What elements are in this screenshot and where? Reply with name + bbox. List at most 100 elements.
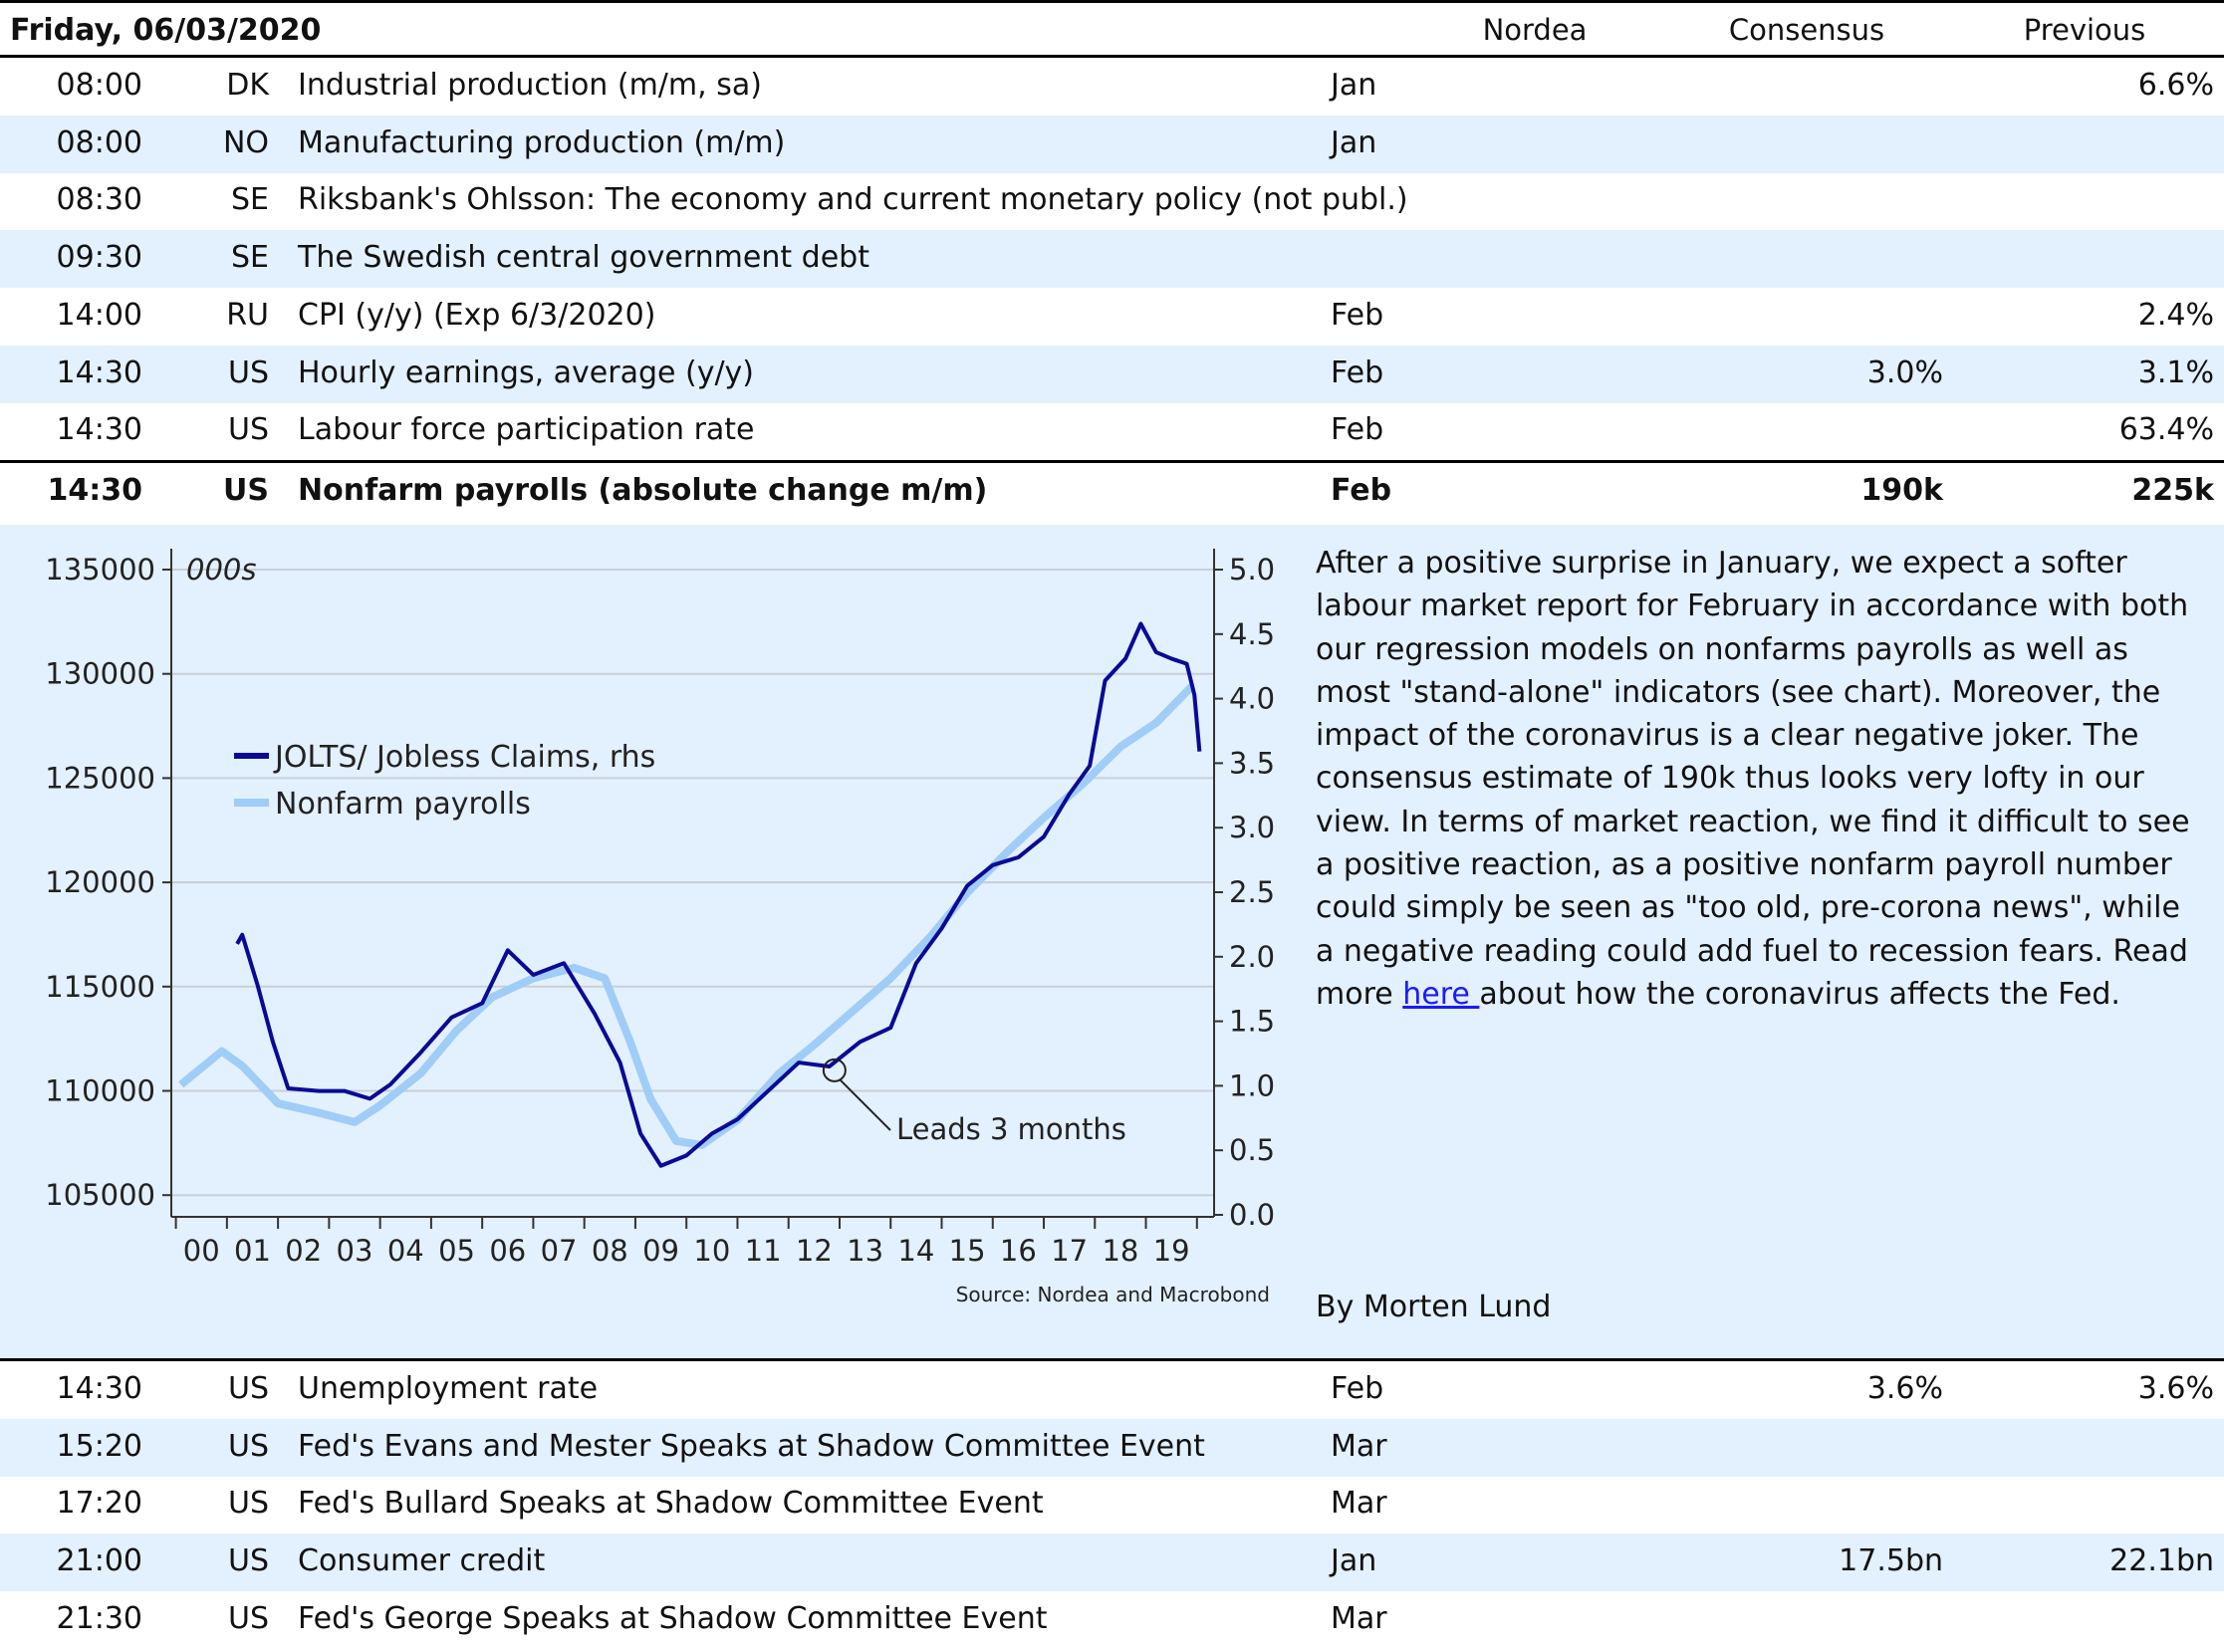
- legend-label-jolts: JOLTS/ Jobless Claims, rhs: [273, 740, 655, 775]
- event-period: Mar: [1331, 1428, 1387, 1464]
- event-time: 08:30: [56, 182, 142, 218]
- event-row: 21:00 US Consumer credit Jan 17.5bn 22.1bn: [0, 1534, 2224, 1592]
- event-country: US: [227, 1371, 269, 1406]
- event-period: Jan: [1331, 1543, 1377, 1579]
- event-previous: 3.1%: [2137, 354, 2214, 390]
- calendar-date: Friday, 06/03/2020: [10, 13, 322, 48]
- x-tick-label: 02: [285, 1234, 322, 1268]
- event-period: Feb: [1331, 473, 1392, 508]
- event-time: 14:30: [47, 473, 143, 508]
- event-event: Fed's Evans and Mester Speaks at Shadow …: [298, 1428, 1205, 1464]
- event-country: US: [227, 354, 269, 390]
- y-left-tick-label: 130000: [45, 657, 155, 691]
- annotation-label: Leads 3 months: [896, 1112, 1126, 1146]
- event-period: Jan: [1331, 124, 1377, 160]
- event-event: CPI (y/y) (Exp 6/3/2020): [298, 297, 656, 333]
- commentary-tail: about how the coronavirus affects the Fe…: [1479, 976, 2120, 1012]
- chart-source: Source: Nordea and Macrobond: [956, 1283, 1270, 1306]
- y-left-tick-label: 105000: [45, 1178, 155, 1212]
- event-row: 15:20 US Fed's Evans and Mester Speaks at …: [0, 1418, 2224, 1477]
- x-tick-label: 18: [1102, 1234, 1138, 1268]
- event-row: 09:30 SE The Swedish central government de…: [0, 230, 2224, 289]
- x-tick-label: 14: [897, 1234, 934, 1268]
- event-row: 08:30 SE Riksbank's Ohlsson: The economy a…: [0, 172, 2224, 230]
- x-tick-label: 10: [693, 1234, 730, 1268]
- event-country: SE: [231, 240, 269, 276]
- annotation-pointer: [840, 1079, 891, 1131]
- column-nordea: Nordea: [1482, 13, 1588, 47]
- event-event: Labour force participation rate: [298, 412, 755, 448]
- event-time: 14:30: [56, 412, 142, 448]
- event-consensus: 17.5bn: [1839, 1543, 1943, 1579]
- event-event: Manufacturing production (m/m): [298, 124, 786, 160]
- event-time: 14:00: [56, 297, 142, 333]
- event-row: 14:30 US Unemployment rate Feb 3.6% 3.6%: [0, 1361, 2224, 1419]
- x-tick-label: 07: [541, 1234, 578, 1268]
- event-country: US: [223, 473, 269, 508]
- event-time: 08:00: [56, 68, 142, 103]
- event-country: NO: [222, 124, 269, 160]
- x-tick-label: 13: [847, 1234, 883, 1268]
- event-country: US: [227, 1543, 269, 1579]
- commentary-body: After a positive surprise in January, we…: [1316, 546, 2190, 1012]
- event-period: Feb: [1331, 1371, 1384, 1406]
- x-tick-label: 15: [949, 1234, 986, 1268]
- top-rule: [0, 0, 2224, 3]
- y-left-tick-label: 110000: [45, 1074, 155, 1108]
- commentary-link[interactable]: here: [1402, 976, 1480, 1012]
- y-right-tick-label: 3.0: [1229, 811, 1275, 844]
- section-divider: [0, 460, 2224, 463]
- event-row: 14:30 US Hourly earnings, average (y/y) Feb…: [0, 345, 2224, 403]
- event-previous: 2.4%: [2137, 297, 2214, 333]
- event-event: Unemployment rate: [298, 1371, 599, 1406]
- y-right-tick-label: 0.0: [1229, 1198, 1275, 1232]
- y-left-tick-label: 135000: [45, 553, 155, 587]
- event-row: 21:30 US Fed's George Speaks at Shadow Com…: [0, 1591, 2224, 1649]
- x-tick-label: 19: [1153, 1234, 1190, 1268]
- event-event: Consumer credit: [298, 1543, 546, 1579]
- event-previous: 225k: [2131, 473, 2214, 508]
- event-row: 08:00 NO Manufacturing production (m/m) Jan: [0, 115, 2224, 173]
- event-time: 21:00: [56, 1543, 142, 1579]
- column-consensus: Consensus: [1728, 13, 1885, 47]
- nonfarm-panel: [0, 525, 2224, 1358]
- section-divider: [0, 1358, 2224, 1361]
- event-country: SE: [231, 182, 269, 218]
- y-right-tick-label: 5.0: [1229, 553, 1275, 587]
- event-country: US: [227, 1486, 269, 1522]
- event-consensus: 190k: [1860, 473, 1943, 508]
- event-time: 14:30: [56, 1371, 142, 1406]
- event-row: 14:30 US Labour force participation rate Fe…: [0, 402, 2224, 460]
- event-country: US: [227, 1428, 269, 1464]
- author: By Morten Lund: [1316, 1290, 1552, 1324]
- event-event: Hourly earnings, average (y/y): [298, 354, 755, 390]
- event-row: 17:20 US Fed's Bullard Speaks at Shadow Co…: [0, 1476, 2224, 1534]
- event-period: Jan: [1331, 68, 1377, 103]
- event-row: 14:00 RU CPI (y/y) (Exp 6/3/2020) Feb 2.4%: [0, 288, 2224, 346]
- event-time: 09:30: [56, 240, 142, 276]
- annotation-circle: [822, 1058, 847, 1082]
- y-right-tick-label: 3.5: [1229, 746, 1275, 780]
- event-row: 08:00 DK Industrial production (m/m, sa) Ja…: [0, 58, 2224, 116]
- event-time: 14:30: [56, 354, 142, 390]
- event-country: RU: [226, 297, 269, 333]
- event-period: Mar: [1331, 1600, 1387, 1636]
- event-country: US: [227, 1600, 269, 1636]
- x-tick-label: 06: [489, 1234, 526, 1268]
- y-right-tick-label: 4.5: [1229, 617, 1275, 651]
- x-tick-label: 08: [592, 1234, 628, 1268]
- y-left-tick-label: 120000: [45, 865, 155, 899]
- event-event: Industrial production (m/m, sa): [298, 68, 762, 103]
- y-right-tick-label: 2.5: [1229, 875, 1275, 909]
- event-period: Feb: [1331, 297, 1384, 333]
- x-tick-label: 03: [337, 1234, 373, 1268]
- event-event: Riksbank's Ohlsson: The economy and curr…: [298, 182, 1408, 218]
- event-event: The Swedish central government debt: [298, 240, 869, 276]
- y-left-tick-label: 115000: [45, 970, 155, 1004]
- event-event: Nonfarm payrolls (absolute change m/m): [298, 473, 988, 508]
- y-right-tick-label: 0.5: [1229, 1133, 1275, 1167]
- x-tick-label: 00: [183, 1234, 220, 1268]
- event-time: 15:20: [56, 1428, 142, 1464]
- event-time: 08:00: [56, 124, 142, 160]
- y-right-tick-label: 4.0: [1229, 682, 1275, 716]
